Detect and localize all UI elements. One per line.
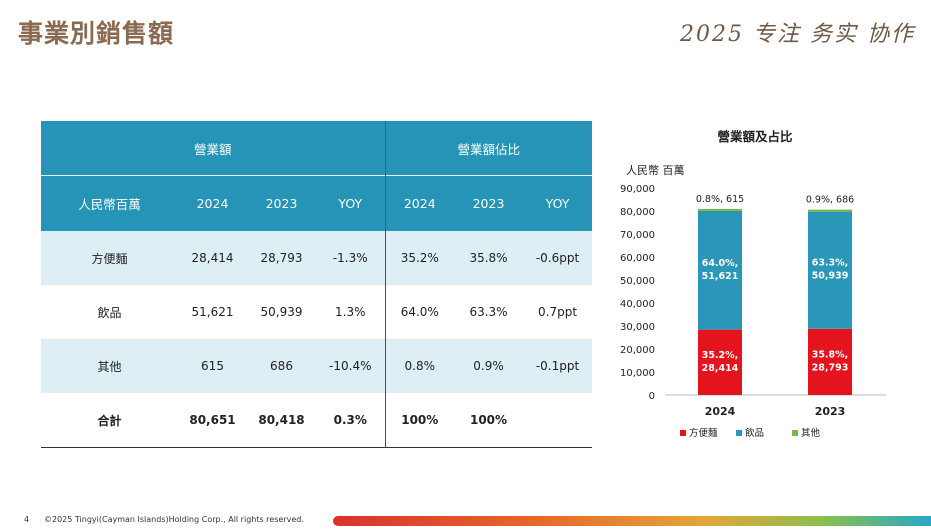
table-cell: 0.8% [385, 339, 455, 393]
group-header-share: 營業額佔比 [385, 121, 593, 176]
table-cell: 63.3% [469, 305, 508, 319]
y-tick-label: 0 [649, 391, 655, 402]
table-cell: 51,621 [191, 305, 234, 319]
chart-canvas: 0 10,000 20,000 30,000 40,000 50,000 60,000 70,… [620, 184, 886, 439]
legend-label: 飲品 [745, 427, 764, 439]
column-header: YOY [316, 175, 386, 231]
table-cell: -1.3% [316, 231, 386, 285]
data-label: 51,621 [702, 271, 739, 282]
decorative-gradient-bar [333, 516, 931, 526]
table-row: 其他 615 686 -10.4% 0.8% 0.9% -0.1ppt [41, 339, 593, 393]
bar-segment [698, 208, 742, 211]
table-cell: 1.3% [316, 285, 386, 339]
row-label: 飲品 [97, 305, 122, 320]
legend-swatch [680, 430, 686, 436]
data-label: 50,939 [812, 271, 849, 282]
table-cell: 28,793 [247, 231, 316, 285]
page-number: 4 [24, 515, 30, 524]
table-cell: 80,651 [178, 393, 247, 448]
slogan: 2025 专注 务实 协作 [680, 22, 915, 47]
row-label: 方便麵 [41, 231, 178, 285]
table-cell: 0.3% [316, 393, 386, 448]
y-tick-label: 50,000 [620, 276, 655, 287]
column-header: YOY [523, 175, 593, 231]
table-cell: 686 [247, 339, 316, 393]
table-column-header-row: 人民幣百萬 2024 2023 YOY 2024 2023 YOY [41, 175, 593, 231]
data-label: 0.9%, 686 [806, 195, 854, 206]
stacked-bar-chart: 0 10,000 20,000 30,000 40,000 50,000 60,000 70,… [610, 120, 910, 450]
legend-label: 其他 [801, 427, 821, 439]
table-row: 飲品 51,621 50,939 1.3% 64.0% 63.3% 0.7ppt [41, 285, 592, 339]
table-cell: 35.2% [385, 231, 455, 285]
table-cell: 615 [178, 339, 247, 393]
bar-segment [698, 329, 742, 395]
bar-segment [808, 211, 852, 329]
table-cell: 50,939 [260, 305, 303, 319]
table-cell: 0.9% [454, 339, 524, 393]
group-header-revenue: 營業額 [41, 121, 386, 176]
data-label: 35.8%, [812, 349, 849, 360]
table-cell: 100% [385, 393, 455, 448]
x-tick-label: 2024 [705, 405, 736, 418]
table-cell: 35.8% [454, 231, 524, 285]
legend-swatch [736, 430, 742, 436]
legend-label: 方便麵 [689, 427, 718, 439]
column-header: 人民幣百萬 [41, 175, 178, 231]
table-row: 方便麵 28,414 28,793 -1.3% 35.2% 35.8% -0.6… [41, 231, 593, 285]
table-cell: -0.6ppt [523, 231, 593, 285]
bar-segment [808, 328, 852, 395]
x-tick-label: 2023 [815, 405, 846, 418]
table-cell: 0.7ppt [538, 305, 578, 319]
column-header: 2023 [454, 175, 524, 231]
y-tick-label: 60,000 [620, 253, 655, 264]
column-header: 2023 [247, 175, 316, 231]
data-label: 35.2%, [702, 350, 739, 361]
row-label: 合計 [41, 393, 178, 448]
bar-segment [698, 210, 742, 330]
data-label: 63.3%, [812, 258, 849, 269]
column-header: 2024 [385, 175, 455, 231]
chart-title: 營業額及占比 [717, 129, 793, 144]
table-cell: -10.4% [316, 339, 386, 393]
y-tick-label: 20,000 [620, 345, 655, 356]
y-tick-label: 10,000 [620, 368, 655, 379]
y-axis-unit-label: 人民幣 百萬 [626, 164, 685, 177]
table-cell [523, 393, 593, 448]
y-tick-label: 30,000 [620, 322, 655, 333]
page-title: 事業別銷售額 [18, 19, 175, 48]
table-cell: 80,418 [247, 393, 316, 448]
legend-swatch [792, 430, 798, 436]
data-label: 28,793 [812, 362, 849, 373]
y-tick-label: 90,000 [620, 184, 655, 195]
table-cell: 64.0% [400, 305, 439, 319]
y-tick-label: 80,000 [620, 207, 655, 218]
data-label: 0.8%, 615 [696, 194, 744, 205]
table-row-total: 合計 80,651 80,418 0.3% 100% 100% [41, 393, 593, 448]
y-tick-label: 70,000 [620, 230, 655, 241]
data-label: 64.0%, [702, 258, 739, 269]
table-cell: 28,414 [178, 231, 247, 285]
table-cell: -0.1ppt [523, 339, 593, 393]
copyright-text: ©2025 Tingyi(Cayman Islands)Holding Corp… [44, 515, 304, 524]
data-label: 28,414 [702, 363, 739, 374]
row-label: 其他 [41, 339, 178, 393]
bar-segment [808, 209, 852, 212]
table-cell: 100% [454, 393, 524, 448]
table-group-header-row: 營業額 營業額佔比 [41, 121, 593, 176]
sales-table: 營業額 營業額佔比 人民幣百萬 2024 2023 YOY 2024 2023 … [41, 121, 593, 448]
column-header: 2024 [178, 175, 247, 231]
y-tick-label: 40,000 [620, 299, 655, 310]
